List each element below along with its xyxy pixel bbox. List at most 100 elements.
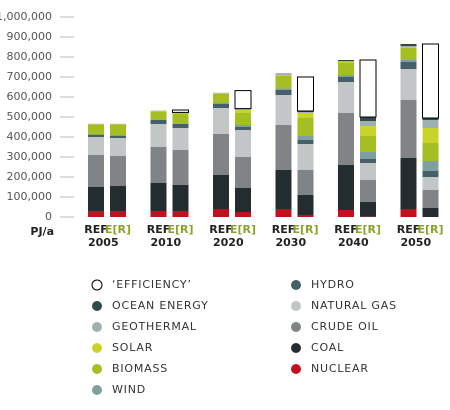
y-tick-label: 400,000 [7,130,53,143]
bar-segment [275,125,292,170]
bar-segment [422,171,439,177]
bar-segment [360,180,376,202]
bar-segment [88,187,104,212]
legend-label: CRUDE OIL [311,320,379,333]
y-tick-label: 600,000 [7,90,53,103]
bar-segment [400,46,417,47]
bar-segment [422,161,439,171]
bar-segment [88,155,104,187]
bar-segment [235,130,251,157]
x-tick-label: REF [272,223,296,236]
bar-segment [360,163,376,180]
bar-segment [422,190,439,208]
bar-segment [110,211,126,217]
bar-segment [213,103,229,104]
bar-segment [275,170,292,209]
bar-segment [88,134,104,137]
bar-segment [172,113,189,124]
bar-segment [235,113,251,125]
bar-segment [422,120,439,128]
legend-marker [92,364,102,374]
x-tick-label: REF [334,223,358,236]
group-label: 2010 [151,236,182,249]
y-tick-label: 900,000 [7,30,53,43]
legend-label: HYDRO [311,278,355,291]
bar-segment [338,60,354,61]
bar-segment [172,128,189,150]
y-tick-label: 700,000 [7,70,53,83]
bar-segment [338,113,354,165]
bar-segment [150,124,167,147]
x-tick-label: REF [147,223,171,236]
bar-segment [400,62,417,69]
bar-segment [400,100,417,158]
bar-segment [400,69,417,100]
bar-segment [360,202,376,217]
legend-marker [291,343,301,353]
bar-segment [360,136,376,152]
bar-segment [297,215,314,217]
bar-segment [235,157,251,188]
bar-segment [275,95,292,125]
bar-segment [213,175,229,209]
bar-segment [422,208,439,217]
legend-marker [92,301,102,311]
bar-segment [338,210,354,217]
bar-segment [88,137,104,155]
x-tick-label: REF [84,223,108,236]
bar-segment [110,124,126,136]
legend-label: WIND [112,383,146,396]
bar-segment [297,118,314,136]
bar-segment [235,127,251,130]
group-label: 2040 [338,236,369,249]
bar-segment [172,109,189,113]
group-label: 2005 [88,236,119,249]
bar-segment [172,150,189,185]
bar-segment [422,118,439,120]
bar-segment [172,112,189,114]
bar-segment [275,75,292,76]
bar-segment [360,152,376,159]
y-tick-label: 100,000 [7,190,53,203]
legend-label: ‘EFFICIENCY’ [112,278,192,291]
bar-segment [110,135,126,138]
bar-segment [422,43,439,119]
bar-segment [88,124,104,135]
bar-segment [150,183,167,211]
bar-segment [213,134,229,175]
bar-segment [338,82,354,113]
bar-segment [360,159,376,163]
bar-segment [297,113,314,118]
y-tick-label: 500,000 [7,110,53,123]
bar-segment [422,128,439,143]
bar-segment [338,77,354,82]
bar-segment [88,211,104,217]
legend-marker [291,364,301,374]
bar-segment [172,211,189,217]
bar-segment [172,124,189,128]
unit-label: PJ/a [30,225,54,238]
legend-label: GEOTHERMAL [112,320,197,333]
x-tick-label: E[R] [230,223,256,236]
y-tick-label: 300,000 [7,150,53,163]
legend-marker [92,343,102,353]
bar-segment [110,156,126,186]
bar-segment [297,170,314,195]
bar-segment [400,44,417,46]
bar-segment [338,75,354,77]
bar-segment [235,110,251,113]
bar-segment [359,59,377,118]
bar-segment [150,211,167,217]
legend-label: BIOMASS [112,362,168,375]
x-tick-label: REF [209,223,233,236]
bar-segment [213,108,229,134]
bar-segment [338,62,354,63]
y-tick-label: 1,000,000 [0,10,52,23]
bar-segment [275,74,292,75]
legend-label: COAL [311,341,344,354]
bar-segment [338,165,354,210]
bar-segment [275,76,292,89]
bar-segment [110,138,126,156]
bar-segment [213,92,229,94]
